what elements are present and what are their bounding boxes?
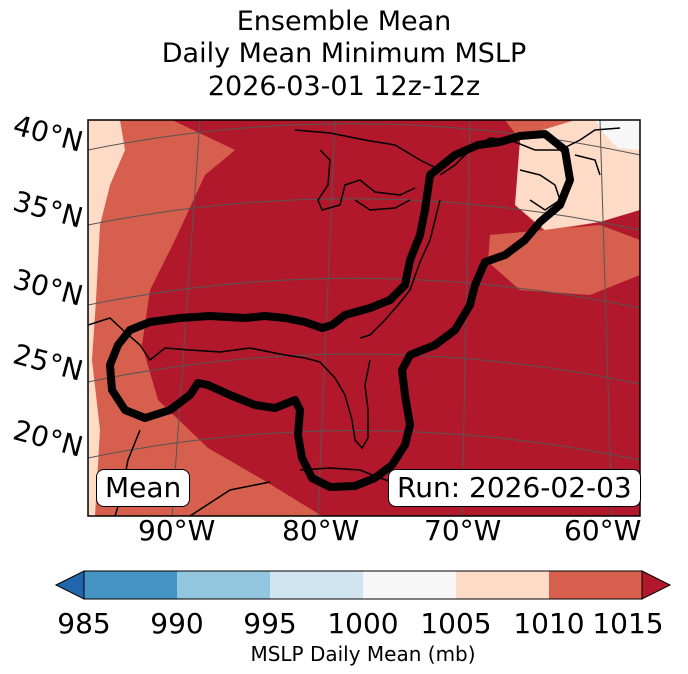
- colorbar-cell: [549, 571, 643, 599]
- colorbar-extend-high: [641, 570, 672, 600]
- lon-label-80w: 80°W: [282, 514, 360, 547]
- title-line-1: Ensemble Mean: [236, 6, 452, 37]
- colorbar-cell: [84, 571, 178, 599]
- coastlines: [88, 127, 621, 516]
- colorbar-tick-985: 985: [57, 607, 111, 640]
- mslp-field: [88, 120, 640, 516]
- mean-badge: Mean: [96, 469, 191, 507]
- map-frame: [87, 119, 641, 517]
- colorbar-tick-1000: 1000: [327, 607, 399, 640]
- colorbar-tick-1010: 1010: [513, 607, 585, 640]
- colorbar-tick-990: 990: [150, 607, 204, 640]
- title-line-2: Daily Mean Minimum MSLP: [161, 38, 527, 69]
- colorbar-extend-low: [54, 570, 85, 600]
- lon-label-90w: 90°W: [138, 514, 216, 547]
- run-date-badge: Run: 2026-02-03: [388, 469, 641, 507]
- colorbar-label: MSLP Daily Mean (mb): [250, 642, 476, 666]
- colorbar-tick-1005: 1005: [420, 607, 492, 640]
- title-line-3: 2026-03-01 12z-12z: [207, 71, 481, 102]
- colorbar-cell: [456, 571, 550, 599]
- colorbar-cell: [177, 571, 271, 599]
- colorbar-tick-1015: 1015: [592, 607, 664, 640]
- threshold-contour: [106, 130, 574, 491]
- lon-label-70w: 70°W: [424, 514, 502, 547]
- colorbar-tick-995: 995: [243, 607, 297, 640]
- colorbar-cell: [363, 571, 457, 599]
- colorbar-cell: [270, 571, 364, 599]
- lon-label-60w: 60°W: [564, 514, 642, 547]
